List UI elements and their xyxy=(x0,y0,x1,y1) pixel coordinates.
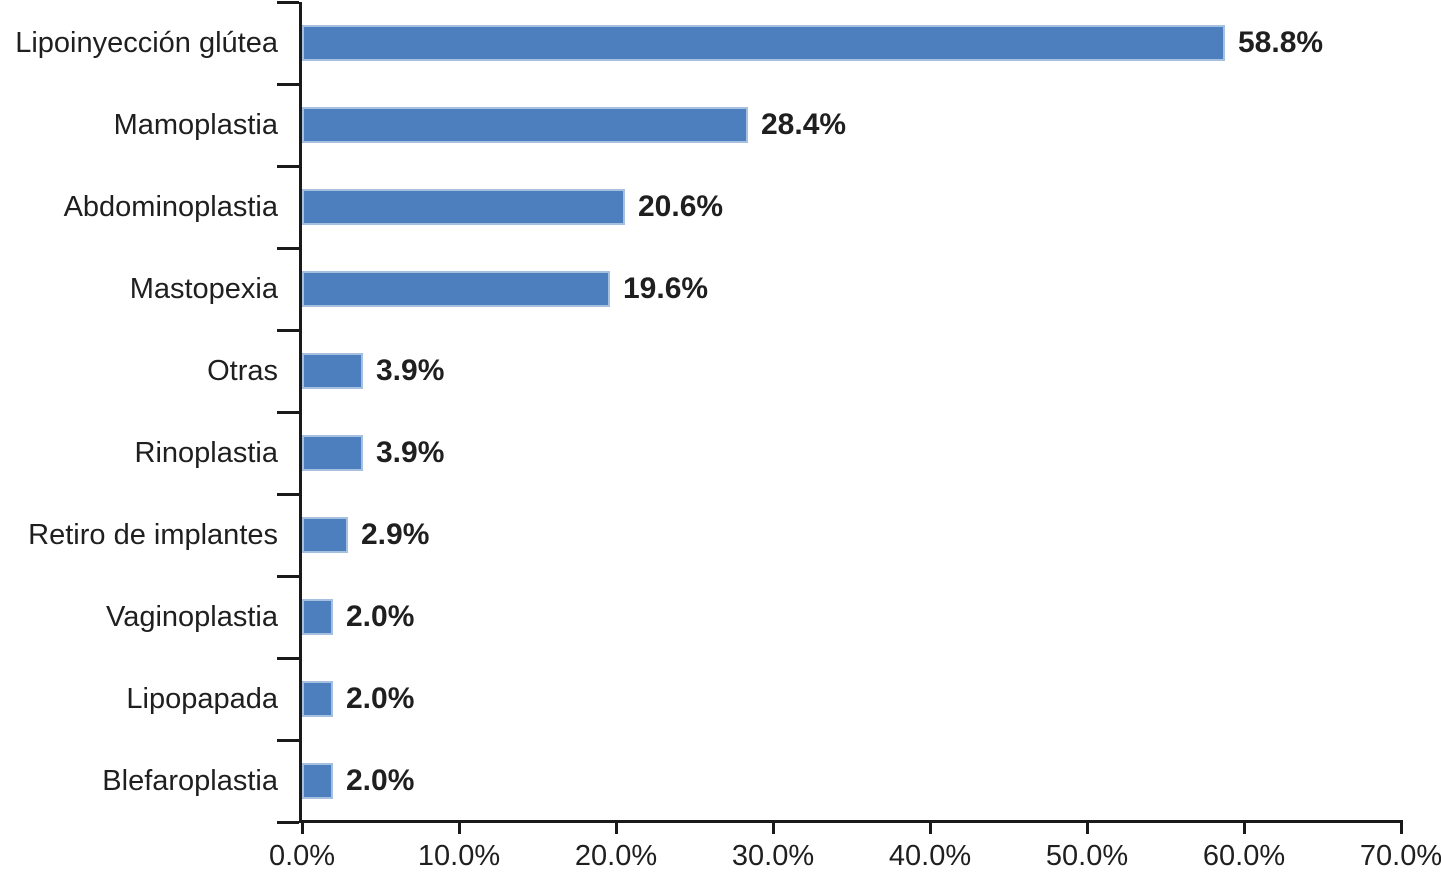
category-label: Mamoplastia xyxy=(113,108,278,141)
x-axis-tick xyxy=(1399,820,1403,834)
category-label: Rinoplastia xyxy=(134,436,278,469)
category-label: Vaginoplastia xyxy=(106,600,278,633)
bar xyxy=(302,189,625,225)
bar-value-label: 3.9% xyxy=(376,354,445,387)
y-axis-tick xyxy=(277,657,299,660)
x-axis-tick xyxy=(928,820,932,834)
y-axis-tick xyxy=(277,739,299,742)
x-axis-tick xyxy=(1085,820,1089,834)
bar-value-label: 19.6% xyxy=(623,272,709,305)
y-axis-tick xyxy=(277,329,299,332)
x-axis-tick-label: 40.0% xyxy=(888,840,972,872)
x-axis-tick xyxy=(614,820,618,834)
bar-value-label: 2.0% xyxy=(346,764,415,797)
x-axis-tick-label: 60.0% xyxy=(1202,840,1286,872)
category-label: Blefaroplastia xyxy=(102,764,278,797)
bar-value-label: 2.9% xyxy=(361,518,430,551)
x-axis-tick xyxy=(1242,820,1246,834)
bar xyxy=(302,681,333,717)
bar-value-label: 3.9% xyxy=(376,436,445,469)
y-axis-tick xyxy=(277,247,299,250)
bar xyxy=(302,107,748,143)
x-axis-tick-label: 10.0% xyxy=(417,840,501,872)
bar-value-label: 2.0% xyxy=(346,600,415,633)
category-label: Mastopexia xyxy=(129,272,278,305)
y-axis-tick xyxy=(277,165,299,168)
y-axis-tick xyxy=(277,83,299,86)
bar xyxy=(302,25,1225,61)
x-axis-tick xyxy=(300,820,304,834)
bar xyxy=(302,353,363,389)
bar-value-label: 58.8% xyxy=(1238,26,1324,59)
x-axis-tick xyxy=(457,820,461,834)
bar xyxy=(302,517,348,553)
category-label: Otras xyxy=(207,354,278,387)
x-axis-tick xyxy=(771,820,775,834)
bar xyxy=(302,763,333,799)
x-axis-tick-label: 70.0% xyxy=(1359,840,1441,872)
bar xyxy=(302,435,363,471)
category-label: Lipopapada xyxy=(126,682,278,715)
y-axis-tick xyxy=(277,575,299,578)
category-label: Retiro de implantes xyxy=(28,518,278,551)
bar-value-label: 28.4% xyxy=(761,108,847,141)
category-label: Lipoinyección glútea xyxy=(15,26,278,59)
bar-value-label: 2.0% xyxy=(346,682,415,715)
category-label: Abdominoplastia xyxy=(63,190,278,223)
y-axis-tick xyxy=(277,411,299,414)
x-axis-tick-label: 30.0% xyxy=(731,840,815,872)
x-axis-tick-label: 20.0% xyxy=(574,840,658,872)
bar-value-label: 20.6% xyxy=(638,190,724,223)
x-axis-line xyxy=(299,820,1403,823)
bar xyxy=(302,599,333,635)
x-axis-tick-label: 50.0% xyxy=(1045,840,1129,872)
y-axis-tick xyxy=(277,493,299,496)
y-axis-tick xyxy=(277,821,299,824)
y-axis-tick xyxy=(277,1,299,4)
x-axis-tick-label: 0.0% xyxy=(268,840,336,872)
y-axis-line xyxy=(299,2,302,823)
bar xyxy=(302,271,610,307)
